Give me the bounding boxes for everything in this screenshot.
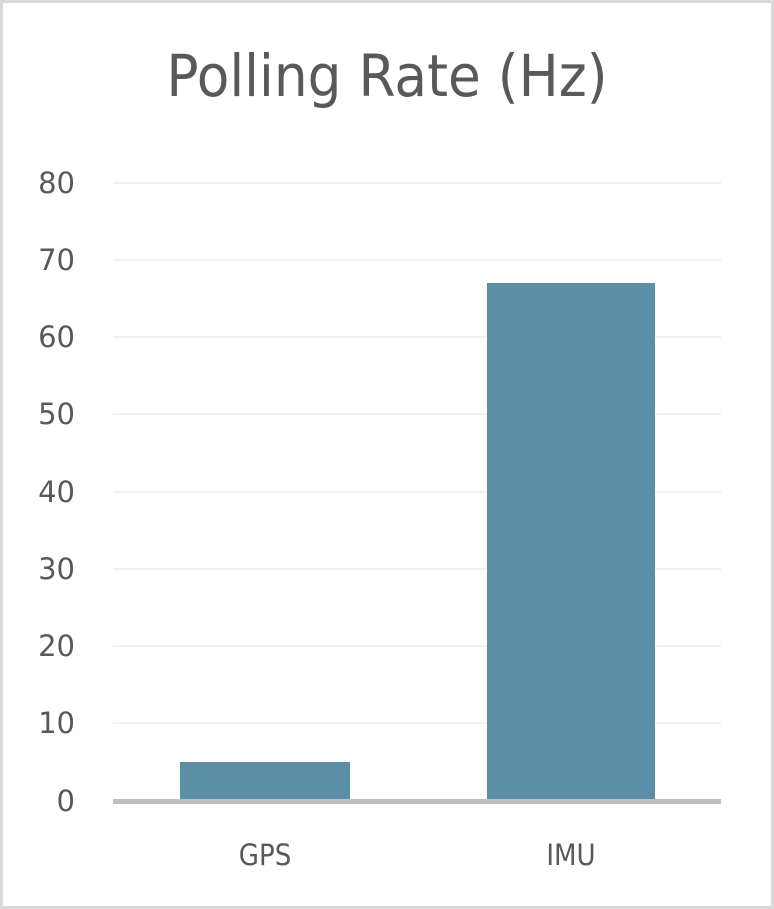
x-tick-label-gps: GPS (238, 838, 292, 872)
y-tick-label: 20 (38, 629, 75, 663)
bar-gps (180, 762, 350, 801)
x-axis-line (113, 799, 721, 804)
gridline-30 (113, 568, 721, 570)
gridline-10 (113, 722, 721, 724)
y-tick-label: 0 (56, 784, 75, 818)
gridline-50 (113, 413, 721, 415)
y-tick-label: 60 (38, 320, 75, 354)
chart-title: Polling Rate (Hz) (166, 42, 608, 110)
y-tick-label: 80 (38, 166, 75, 200)
y-tick-label: 70 (38, 243, 75, 277)
gridline-40 (113, 491, 721, 493)
bar-imu (487, 283, 655, 801)
y-tick-label: 40 (38, 475, 75, 509)
x-tick-label-imu: IMU (546, 838, 596, 872)
gridline-70 (113, 259, 721, 261)
gridline-60 (113, 336, 721, 338)
gridline-80 (113, 182, 721, 184)
gridline-20 (113, 645, 721, 647)
y-tick-label: 30 (38, 552, 75, 586)
y-tick-label: 50 (38, 397, 75, 431)
y-tick-label: 10 (38, 706, 75, 740)
